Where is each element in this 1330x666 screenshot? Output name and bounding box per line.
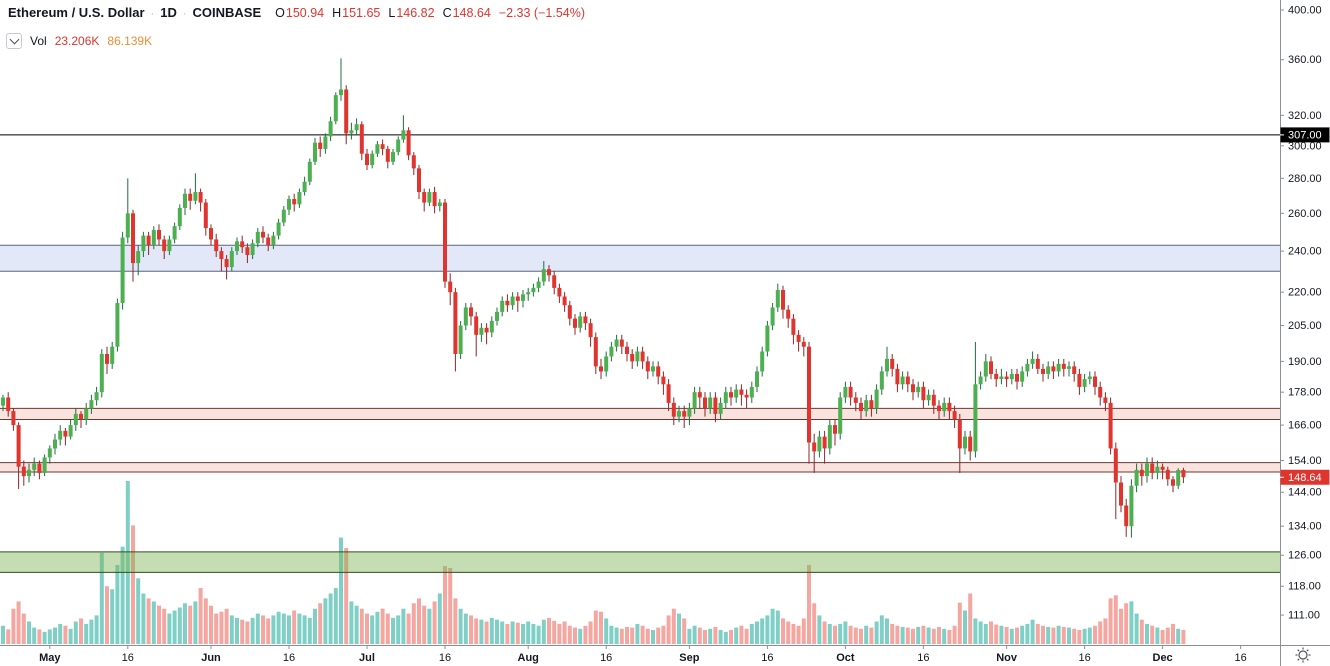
sun-icon-ray bbox=[1297, 649, 1300, 652]
time-tick-label: May bbox=[39, 652, 61, 664]
time-tick-label: 16 bbox=[439, 652, 451, 664]
time-tick-label: 16 bbox=[1078, 652, 1090, 664]
exchange-label: COINBASE bbox=[192, 5, 262, 20]
time-tick-label: 16 bbox=[600, 652, 612, 664]
open-readout: O150.94 bbox=[275, 6, 325, 20]
demand-zone-green[interactable] bbox=[0, 551, 1280, 573]
time-tick-label: 16 bbox=[761, 652, 773, 664]
price-tick-label: 360.00 bbox=[1288, 54, 1322, 66]
close-readout: C148.64 bbox=[442, 6, 491, 20]
chevron-down-icon bbox=[9, 34, 19, 45]
price-tick-label: 134.00 bbox=[1288, 521, 1322, 533]
last-price-label bbox=[1280, 469, 1330, 485]
price-tick-label: 260.00 bbox=[1288, 208, 1322, 220]
resistance-zone-pink[interactable] bbox=[0, 408, 1280, 420]
svg-text:148.64: 148.64 bbox=[1288, 472, 1322, 484]
separator-dot: · bbox=[150, 8, 155, 20]
drawn-zones[interactable] bbox=[0, 244, 1280, 473]
svg-text:307.00: 307.00 bbox=[1288, 129, 1322, 141]
price-tick-label: 190.00 bbox=[1288, 356, 1322, 368]
low-readout: L146.82 bbox=[388, 6, 435, 20]
supply-zone-blue[interactable] bbox=[0, 245, 1280, 272]
price-tick-label: 178.00 bbox=[1288, 387, 1322, 399]
hline-price-label bbox=[1280, 127, 1330, 143]
separator-dot: · bbox=[182, 8, 187, 20]
price-tick-label: 300.00 bbox=[1288, 140, 1322, 152]
price-tick-label: 118.00 bbox=[1288, 581, 1321, 593]
time-axis[interactable]: May 16 Jun 16 Jul 16 Aug 16 Sep 16 Oct 16 Nov 16 Dec 16 bbox=[39, 645, 1247, 664]
price-tick-label: 400.00 bbox=[1288, 5, 1322, 17]
time-tick-label: Nov bbox=[996, 652, 1018, 664]
volume-indicator-row: Vol 23.206K 86.139K bbox=[6, 33, 152, 49]
price-tick-label: 320.00 bbox=[1288, 110, 1322, 122]
volume-indicator-label[interactable]: Vol bbox=[30, 34, 47, 48]
symbol-title[interactable]: Ethereum / U.S. Dollar bbox=[8, 5, 145, 20]
time-tick-label: 16 bbox=[1234, 652, 1246, 664]
volume-value: 23.206K bbox=[54, 34, 100, 48]
price-tick-label: 154.00 bbox=[1288, 455, 1322, 467]
sun-icon-ray bbox=[1306, 658, 1309, 661]
symbol-header: Ethereum / U.S. Dollar · 1D · COINBASE O… bbox=[8, 5, 585, 20]
sun-icon-ray bbox=[1297, 658, 1300, 661]
indicator-dropdown-button[interactable] bbox=[6, 33, 22, 49]
time-tick-label: 16 bbox=[283, 652, 295, 664]
volume-series bbox=[1, 481, 1186, 644]
candlestick-series bbox=[1, 58, 1186, 538]
time-tick-label: Sep bbox=[679, 652, 699, 664]
price-axis[interactable]: 400.00 360.00 320.00 300.00 280.00 260.00 240.… bbox=[1280, 5, 1330, 622]
price-tick-label: 220.00 bbox=[1288, 287, 1322, 299]
sun-icon-ray bbox=[1306, 649, 1309, 652]
price-tick-label: 166.00 bbox=[1288, 420, 1322, 432]
interval-label[interactable]: 1D bbox=[160, 5, 177, 20]
support-zone-pink[interactable] bbox=[0, 462, 1280, 473]
high-readout: H151.65 bbox=[332, 6, 381, 20]
change-readout: −2.33 (−1.54%) bbox=[498, 6, 585, 20]
time-tick-label: Jul bbox=[359, 652, 375, 664]
price-tick-label: 144.00 bbox=[1288, 487, 1322, 499]
scales-settings-button[interactable] bbox=[1295, 647, 1311, 663]
volume-ma-value: 86.139K bbox=[107, 34, 153, 48]
time-tick-label: Aug bbox=[518, 652, 539, 664]
time-tick-label: Oct bbox=[836, 652, 855, 664]
ohlc-readout: O150.94 H151.65 L146.82 C148.64 −2.33 (−… bbox=[275, 6, 585, 20]
time-tick-label: 16 bbox=[917, 652, 929, 664]
price-tick-label: 126.00 bbox=[1288, 550, 1322, 562]
time-tick-label: 16 bbox=[122, 652, 134, 664]
price-tick-label: 280.00 bbox=[1288, 173, 1322, 185]
price-tick-label: 111.00 bbox=[1288, 610, 1320, 622]
time-tick-label: Jun bbox=[201, 652, 221, 664]
time-tick-label: Dec bbox=[1153, 652, 1173, 664]
price-tick-label: 240.00 bbox=[1288, 246, 1322, 258]
price-tick-label: 205.00 bbox=[1288, 320, 1322, 332]
